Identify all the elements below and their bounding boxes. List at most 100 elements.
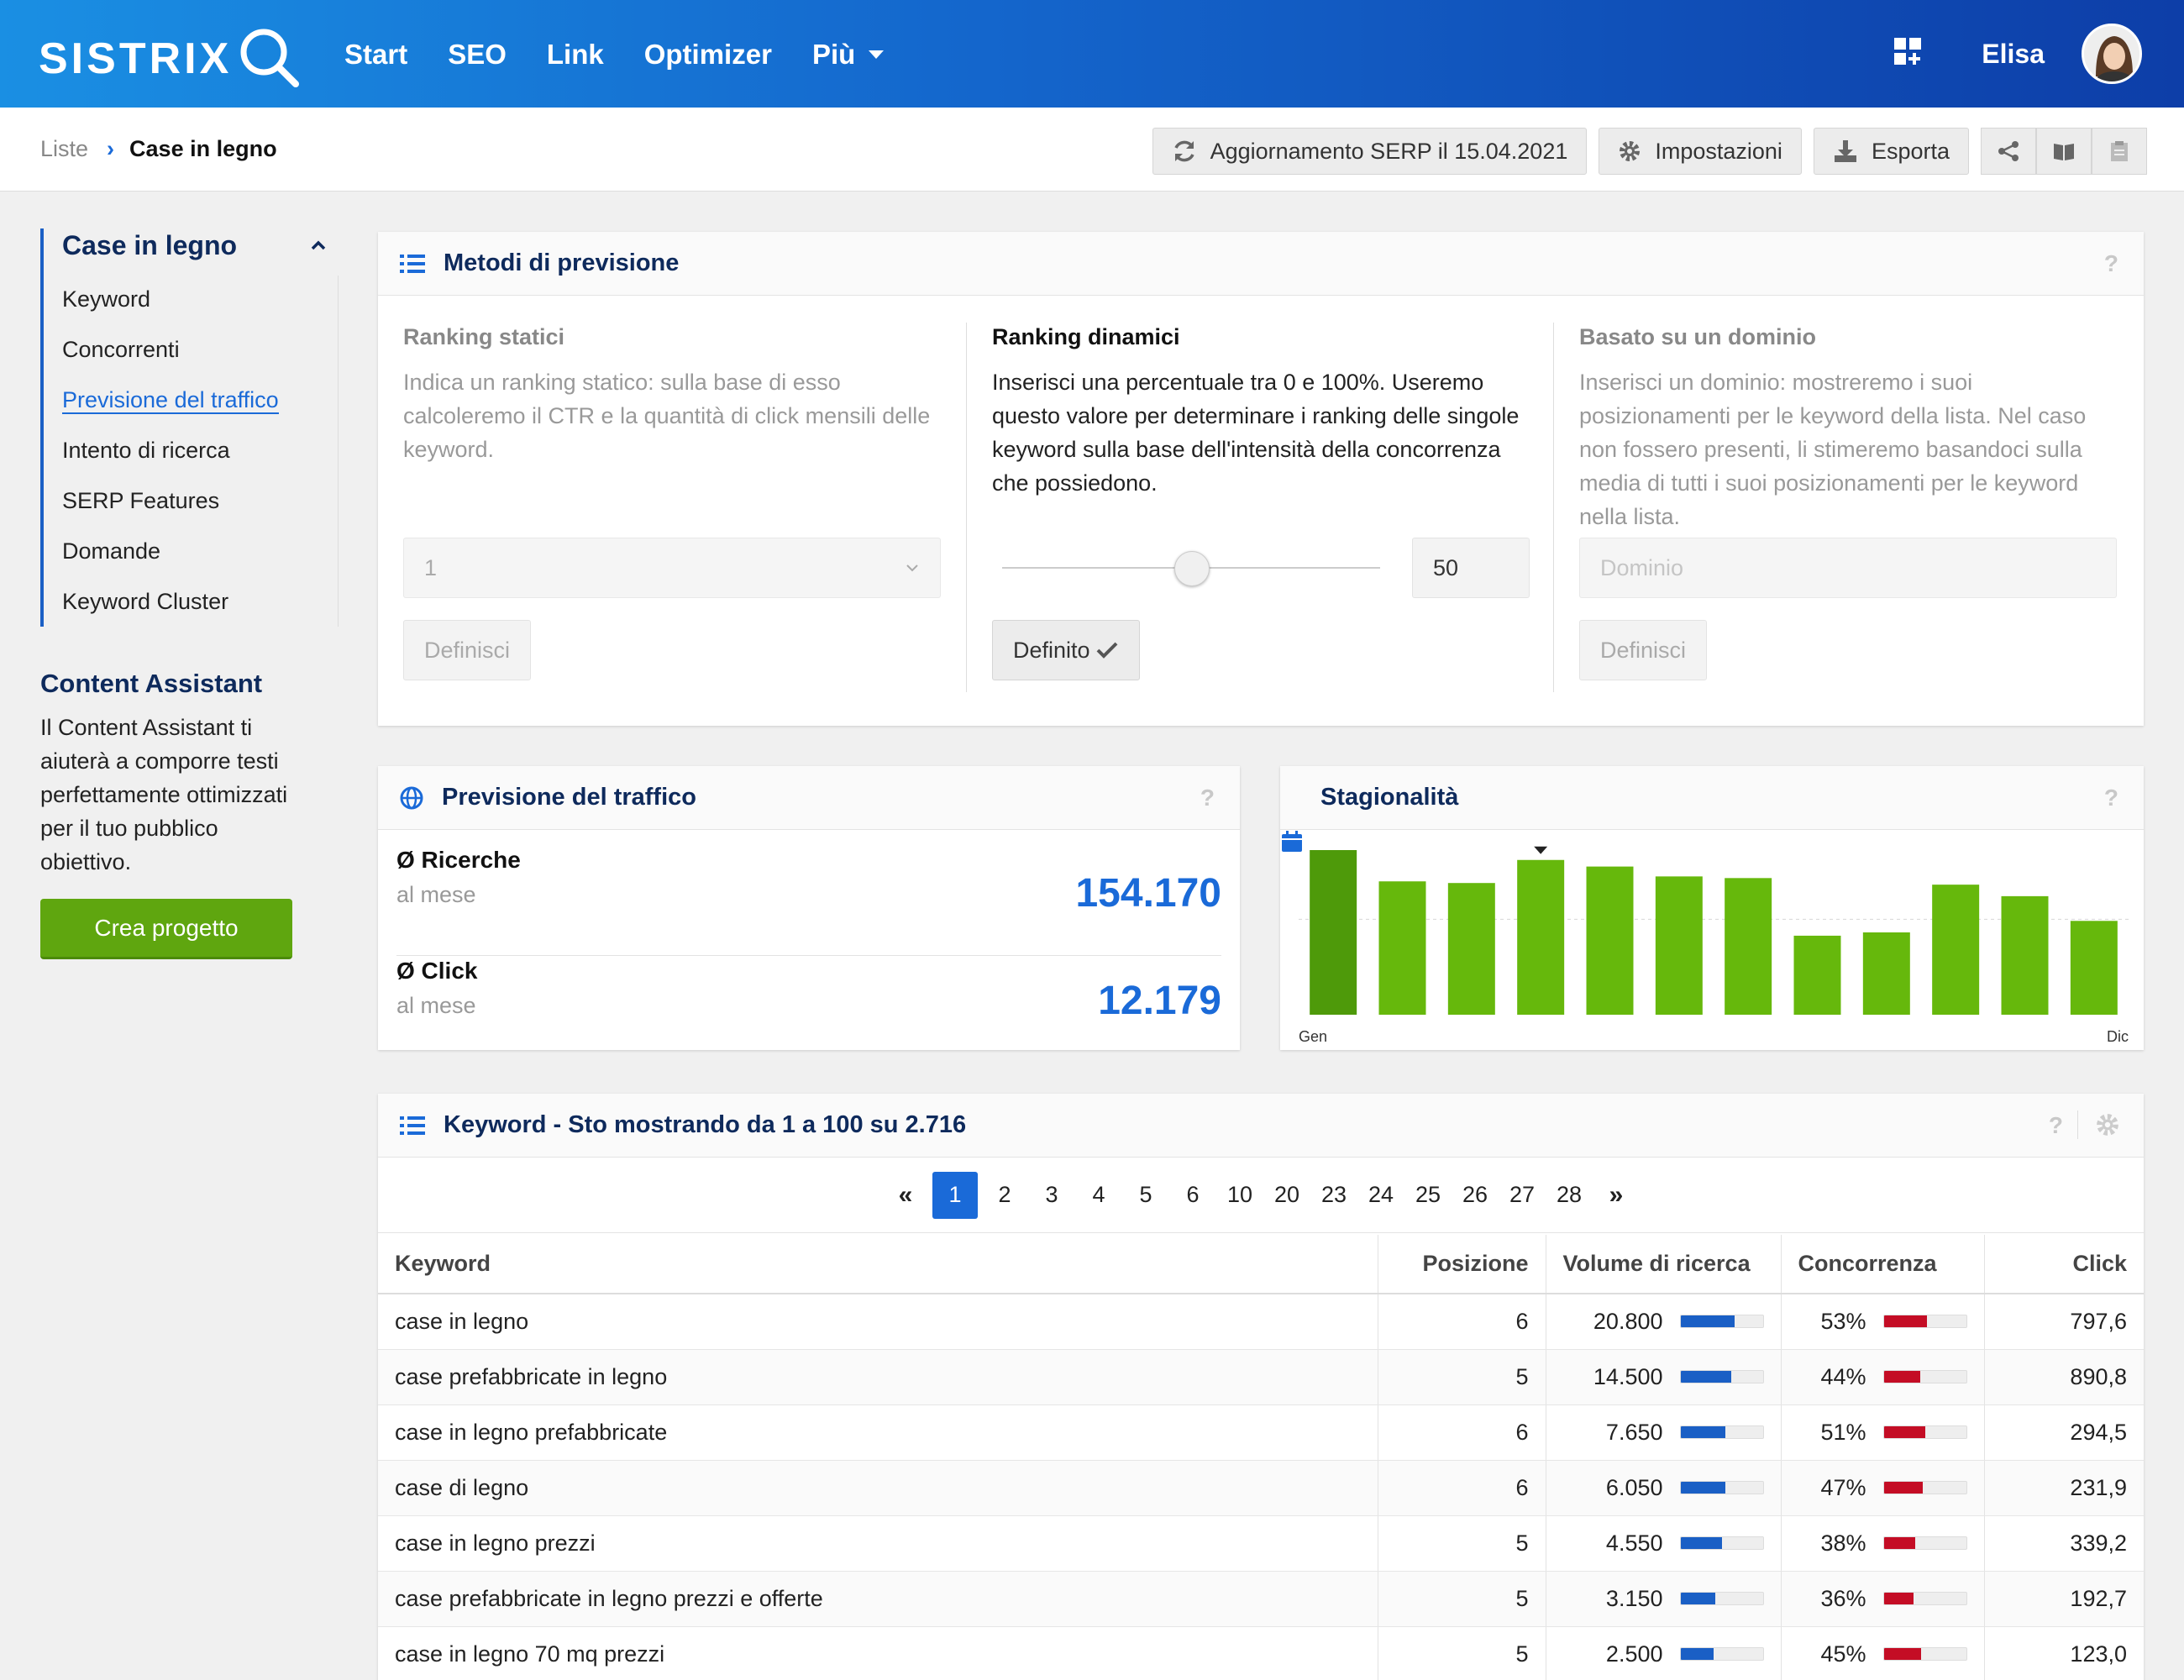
nav-more-label: Più — [811, 39, 856, 70]
season-bar[interactable] — [2001, 895, 2049, 1015]
col-clicks[interactable]: Click — [1984, 1235, 2144, 1294]
keyword-cell[interactable]: case in legno prezzi — [378, 1515, 1378, 1572]
volume-bar-fill — [1680, 1315, 1735, 1328]
page-link[interactable]: 10 — [1226, 1182, 1253, 1207]
page-link[interactable]: 5 — [1139, 1182, 1152, 1207]
page-link[interactable]: 6 — [1186, 1182, 1200, 1207]
avatar[interactable] — [2082, 24, 2142, 84]
page-link[interactable]: 4 — [1092, 1182, 1105, 1207]
keyword-cell[interactable]: case in legno 70 mq prezzi — [378, 1626, 1378, 1680]
dynamic-defined-button[interactable]: Definito — [992, 620, 1140, 680]
last-page-icon[interactable]: » — [1609, 1180, 1624, 1209]
sidebar-item-keyword-cluster[interactable]: Keyword Cluster — [62, 576, 339, 627]
volume-bar — [1679, 1425, 1764, 1439]
slider-thumb[interactable] — [1174, 551, 1210, 586]
sidebar-item-domande[interactable]: Domande — [62, 526, 339, 576]
sidebar-item-label: Keyword — [62, 286, 151, 312]
clicks-cell: 797,6 — [1984, 1294, 2144, 1350]
season-bar[interactable] — [1862, 932, 1910, 1015]
season-bar[interactable] — [1517, 859, 1565, 1015]
user-name[interactable]: Elisa — [1982, 38, 2045, 69]
sidebar-item-serp-features[interactable]: SERP Features — [62, 475, 339, 526]
season-bar[interactable] — [1725, 878, 1772, 1015]
share-button[interactable] — [1981, 128, 2036, 175]
apps-grid-icon[interactable] — [1894, 37, 1923, 71]
season-bar[interactable] — [1378, 881, 1426, 1015]
col-competition[interactable]: Concorrenza — [1781, 1235, 1985, 1294]
nav-optimizer[interactable]: Optimizer — [643, 39, 772, 70]
sidebar-item-concorrenti[interactable]: Concorrenti — [62, 324, 339, 375]
nav-seo[interactable]: SEO — [448, 39, 507, 70]
table-row[interactable]: case in legno 70 mq prezzi 5 2.500 45% 123,0 — [378, 1626, 2144, 1680]
competition-bar-fill — [1883, 1426, 1926, 1438]
notes-button[interactable] — [2092, 128, 2147, 175]
volume-cell: 4.550 — [1546, 1515, 1782, 1572]
table-row[interactable]: case di legno 6 6.050 47% 231,9 — [378, 1460, 2144, 1516]
season-bar[interactable] — [1932, 885, 1980, 1015]
export-button[interactable]: Esporta — [1813, 128, 1969, 175]
first-page-icon[interactable]: « — [898, 1180, 913, 1209]
keyword-cell[interactable]: case di legno — [378, 1460, 1378, 1516]
keyword-cell[interactable]: case in legno — [378, 1294, 1378, 1350]
table-row[interactable]: case in legno prezzi 5 4.550 38% 339,2 — [378, 1515, 2144, 1572]
col-position[interactable]: Posizione — [1378, 1235, 1546, 1294]
sidebar-item-intento-ricerca[interactable]: Intento di ricerca — [62, 425, 339, 475]
table-row[interactable]: case in legno 6 20.800 53% 797,6 — [378, 1294, 2144, 1350]
percentage-slider[interactable] — [1002, 548, 1380, 590]
keyword-cell[interactable]: case in legno prefabbricate — [378, 1404, 1378, 1461]
domain-input[interactable]: Dominio — [1579, 538, 2117, 598]
page-link[interactable]: 1 — [932, 1171, 978, 1219]
nav-start[interactable]: Start — [344, 39, 408, 70]
season-bar[interactable] — [1310, 850, 1357, 1015]
nav-more[interactable]: Più — [811, 34, 885, 76]
guide-button[interactable] — [2036, 128, 2092, 175]
percentage-input[interactable]: 50 — [1412, 538, 1530, 598]
table-row[interactable]: case prefabbricate in legno prezzi e off… — [378, 1571, 2144, 1627]
season-bar[interactable] — [1586, 866, 1634, 1015]
page-link[interactable]: 23 — [1320, 1182, 1347, 1207]
page-link[interactable]: 2 — [998, 1182, 1011, 1207]
page-link[interactable]: 25 — [1415, 1182, 1441, 1207]
keyword-cell[interactable]: case prefabbricate in legno — [378, 1349, 1378, 1405]
static-ranking-select[interactable]: 1 — [403, 538, 941, 598]
help-icon[interactable]: ? — [1200, 785, 1215, 811]
settings-button[interactable]: Impostazioni — [1599, 128, 1802, 175]
keyword-table-body: case in legno 6 20.800 53% 797,6 case prefabb… — [378, 1294, 2144, 1680]
table-row[interactable]: case in legno prefabbricate 6 7.650 51% 294,… — [378, 1404, 2144, 1461]
keyword-cell[interactable]: case prefabbricate in legno prezzi e off… — [378, 1571, 1378, 1627]
season-bar[interactable] — [1447, 883, 1495, 1015]
page-link[interactable]: 27 — [1509, 1182, 1536, 1207]
season-bar[interactable] — [1793, 935, 1841, 1015]
panel-title: Previsione del traffico — [442, 784, 696, 811]
list-icon — [400, 254, 425, 273]
sidebar-item-keyword[interactable]: Keyword — [62, 274, 339, 324]
table-row[interactable]: case prefabbricate in legno 5 14.500 44% 890… — [378, 1349, 2144, 1405]
create-project-button[interactable]: Crea progetto — [40, 899, 292, 959]
page-link[interactable]: 3 — [1045, 1182, 1058, 1207]
volume-cell: 3.150 — [1546, 1571, 1782, 1627]
help-icon[interactable]: ? — [2048, 1112, 2063, 1138]
page-link[interactable]: 24 — [1368, 1182, 1394, 1207]
static-define-button[interactable]: Definisci — [403, 620, 532, 680]
clicks-cell: 339,2 — [1984, 1515, 2144, 1572]
sistrix-logo[interactable]: SISTRIX — [39, 25, 304, 92]
help-icon[interactable]: ? — [2103, 250, 2118, 276]
page-link[interactable]: 20 — [1273, 1182, 1300, 1207]
col-keyword[interactable]: Keyword — [378, 1235, 1378, 1294]
page-link[interactable]: 28 — [1556, 1182, 1583, 1207]
keyword-table-panel: Keyword - Sto mostrando da 1 a 100 su 2.… — [378, 1094, 2144, 1680]
season-bar[interactable] — [1655, 876, 1703, 1015]
col-volume[interactable]: Volume di ricerca — [1546, 1235, 1782, 1294]
list-title-toggle[interactable]: Case in legno — [62, 228, 339, 262]
gear-icon[interactable] — [2095, 1112, 2120, 1137]
page-link[interactable]: 26 — [1462, 1182, 1488, 1207]
volume-wrap: 6.050 — [1563, 1475, 1764, 1501]
serp-update-button[interactable]: Aggiornamento SERP il 15.04.2021 — [1152, 128, 1588, 175]
domain-define-button[interactable]: Definisci — [1579, 620, 1708, 680]
nav-link[interactable]: Link — [546, 39, 604, 70]
breadcrumb-root-link[interactable]: Liste — [40, 136, 89, 161]
volume-bar-fill — [1680, 1371, 1732, 1383]
help-icon[interactable]: ? — [2103, 785, 2118, 811]
sidebar-item-previsione-traffico[interactable]: Previsione del traffico — [62, 375, 339, 425]
season-bar[interactable] — [2070, 921, 2118, 1015]
